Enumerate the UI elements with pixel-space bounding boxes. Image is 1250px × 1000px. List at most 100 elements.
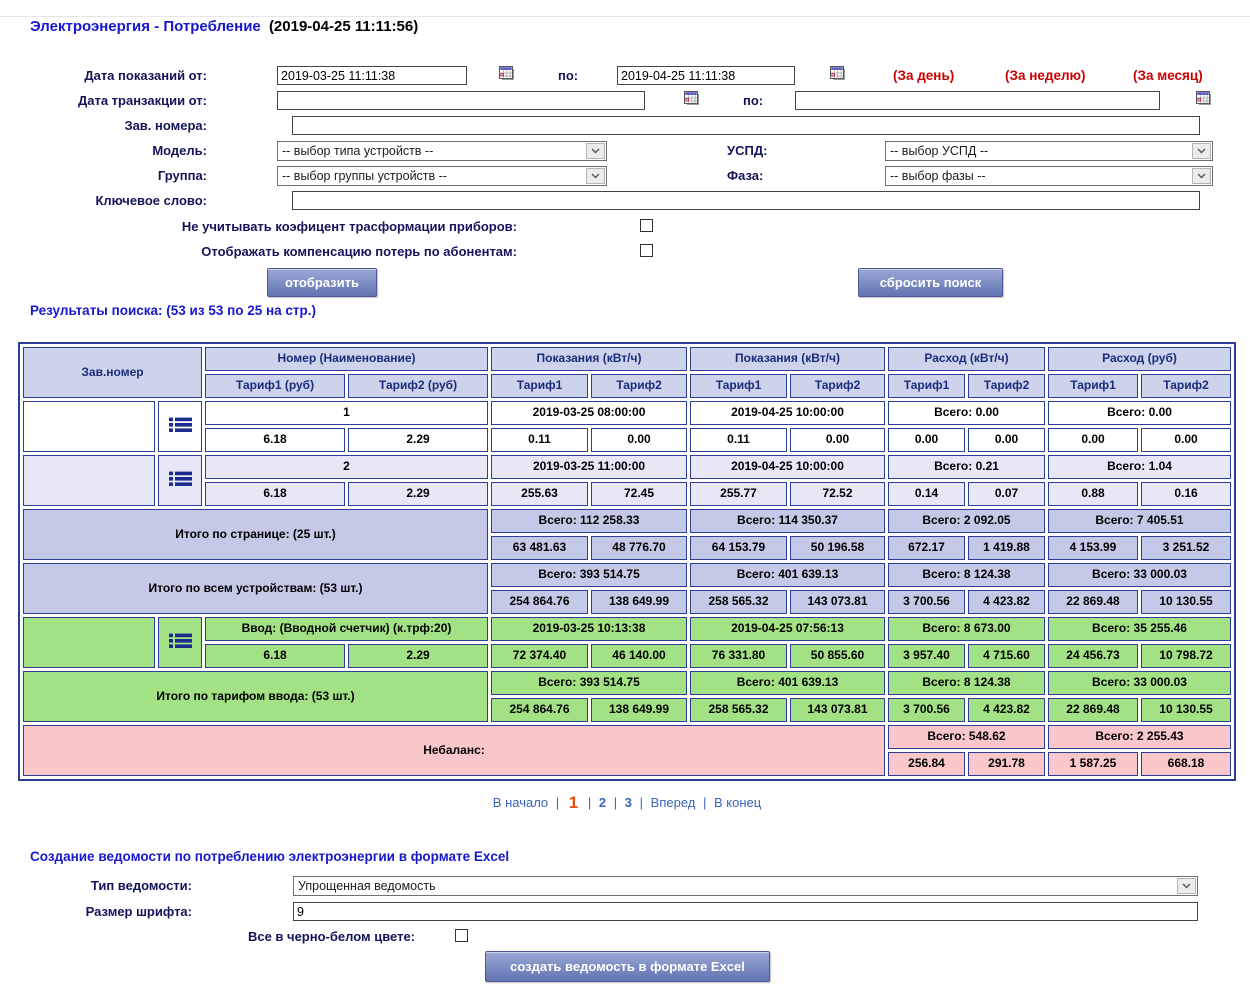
cell: 672.17: [888, 536, 965, 560]
model-select[interactable]: -- выбор типа устройств --: [277, 141, 607, 161]
header-name-group: Номер (Наименование): [205, 347, 488, 371]
transaction-date-from-input[interactable]: [277, 91, 645, 110]
cell: 10 798.72: [1141, 644, 1231, 668]
show-button[interactable]: отобразить: [267, 268, 377, 297]
readings-date-from-input[interactable]: [277, 66, 467, 85]
pagination: В начало | 1 | 2 | 3 | Вперед | В конец: [18, 793, 1236, 813]
keyword-label: Ключевое слово:: [95, 193, 207, 208]
model-select-value: -- выбор типа устройств --: [282, 144, 434, 158]
cell: 0.07: [968, 482, 1045, 506]
chevron-down-icon: [1192, 143, 1211, 159]
excel-bw-checkbox[interactable]: [455, 929, 468, 942]
cell: 143 073.81: [790, 590, 885, 614]
device-row-values: 6.18 2.29 72 374.40 46 140.00 76 331.80 …: [23, 644, 1231, 668]
page-3-link[interactable]: 3: [624, 795, 633, 810]
device-list-icon[interactable]: [158, 401, 202, 452]
excel-type-label: Тип ведомости:: [90, 878, 192, 893]
summary-total: Всего: 2 092.05: [888, 509, 1045, 533]
header-readings2-group: Показания (кВт/ч): [690, 347, 885, 371]
excel-type-select[interactable]: Упрощенная ведомость: [293, 876, 1198, 896]
pagination-separator: |: [555, 795, 560, 810]
page-title-timestamp: (2019-04-25 11:11:56): [268, 18, 419, 35]
group-select-value: -- выбор группы устройств --: [282, 169, 447, 183]
header-tariff: Тариф1: [491, 374, 588, 398]
cell: 4 423.82: [968, 698, 1045, 722]
page-2-link[interactable]: 2: [598, 795, 607, 810]
header-readings1-group: Показания (кВт/ч): [491, 347, 687, 371]
cell: 0.00: [1048, 428, 1138, 452]
cell: 258 565.32: [690, 590, 787, 614]
summary-total: Всего: 393 514.75: [491, 671, 687, 695]
header-serial: Зав.номер: [23, 347, 202, 398]
uspd-select[interactable]: -- выбор УСПД --: [885, 141, 1213, 161]
group-select[interactable]: -- выбор группы устройств --: [277, 166, 607, 186]
header-tariff: Тариф2: [1141, 374, 1231, 398]
cell: 255.63: [491, 482, 588, 506]
excel-bw-label: Все в черно-белом цвете:: [247, 929, 415, 944]
excel-font-size-input[interactable]: [293, 902, 1198, 921]
page-next-link[interactable]: Вперед: [650, 795, 696, 810]
calendar-icon[interactable]: [499, 66, 515, 81]
cell: 138 649.99: [591, 590, 687, 614]
cell: 2.29: [348, 428, 488, 452]
transaction-date-to-input[interactable]: [795, 91, 1160, 110]
cell: 0.11: [491, 428, 588, 452]
cell: 0.16: [1141, 482, 1231, 506]
summary-label: Итого по тарифом ввода: (53 шт.): [23, 671, 488, 722]
range-week-link[interactable]: (За неделю): [1005, 68, 1086, 83]
cell: 22 869.48: [1048, 590, 1138, 614]
cell: 0.00: [1141, 428, 1231, 452]
pagination-separator: |: [613, 795, 618, 810]
chevron-down-icon: [1177, 878, 1196, 894]
calendar-icon[interactable]: [830, 66, 846, 81]
create-excel-button[interactable]: создать ведомость в формате Excel: [485, 951, 770, 982]
phase-select[interactable]: -- выбор фазы --: [885, 166, 1213, 186]
imbalance-label: Небаланс:: [23, 725, 885, 776]
header-tariff: Тариф1: [888, 374, 965, 398]
header-tariff: Тариф1: [1048, 374, 1138, 398]
device-row: 2 2019-03-25 11:00:00 2019-04-25 10:00:0…: [23, 455, 1231, 506]
page-last-link[interactable]: В конец: [714, 795, 762, 810]
no-transform-checkbox[interactable]: [640, 219, 653, 232]
keyword-input[interactable]: [292, 191, 1200, 210]
cell: 291.78: [968, 752, 1045, 776]
table-header-groups: Зав.номер Номер (Наименование) Показания…: [23, 347, 1231, 398]
cell: 3 957.40: [888, 644, 965, 668]
device-total-kwh: Всего: 8 673.00: [888, 617, 1045, 641]
summary-label: Итого по странице: (25 шт.): [23, 509, 488, 560]
device-list-icon[interactable]: [158, 455, 202, 506]
device-list-icon[interactable]: [158, 617, 202, 668]
table-header-tariffs: Тариф1 (руб) Тариф2 (руб) Тариф1 Тариф2 …: [23, 374, 1231, 398]
cell: 1 419.88: [968, 536, 1045, 560]
calendar-icon[interactable]: [1196, 91, 1212, 106]
group-label: Группа:: [157, 168, 207, 183]
chevron-down-icon: [586, 168, 605, 184]
page-first-link[interactable]: В начало: [492, 795, 549, 810]
cell: 0.00: [888, 428, 965, 452]
device-date-to: 2019-04-25 07:56:13: [690, 617, 885, 641]
cell: 1 587.25: [1048, 752, 1138, 776]
no-transform-label: Не учитывать коэфицент трасформации приб…: [181, 219, 517, 234]
show-losses-checkbox[interactable]: [640, 244, 653, 257]
header-tariff: Тариф2: [968, 374, 1045, 398]
summary-total: Всего: 401 639.13: [690, 563, 885, 587]
range-month-link[interactable]: (За месяц): [1133, 68, 1203, 83]
header-tariff: Тариф1 (руб): [205, 374, 345, 398]
header-tariff: Тариф2 (руб): [348, 374, 488, 398]
reset-search-button[interactable]: сбросить поиск: [858, 268, 1003, 297]
cell: 0.11: [690, 428, 787, 452]
device-name: Ввод: (Вводной счетчик) (к.трф:20): [205, 617, 488, 641]
serials-input[interactable]: [292, 116, 1200, 135]
device-total-kwh: Всего: 0.00: [888, 401, 1045, 425]
page-title-main: Электроэнергия - Потребление: [30, 18, 261, 35]
device-date-to: 2019-04-25 10:00:00: [690, 401, 885, 425]
calendar-icon[interactable]: [684, 91, 700, 106]
cell: 50 855.60: [790, 644, 885, 668]
range-day-link[interactable]: (За день): [893, 68, 955, 83]
readings-date-to-input[interactable]: [617, 66, 795, 85]
phase-select-value: -- выбор фазы --: [890, 169, 986, 183]
header-tariff: Тариф2: [790, 374, 885, 398]
imbalance-row: Небаланс: Всего: 548.62 Всего: 2 255.43: [23, 725, 1231, 776]
cell: 2.29: [348, 482, 488, 506]
cell: 76 331.80: [690, 644, 787, 668]
